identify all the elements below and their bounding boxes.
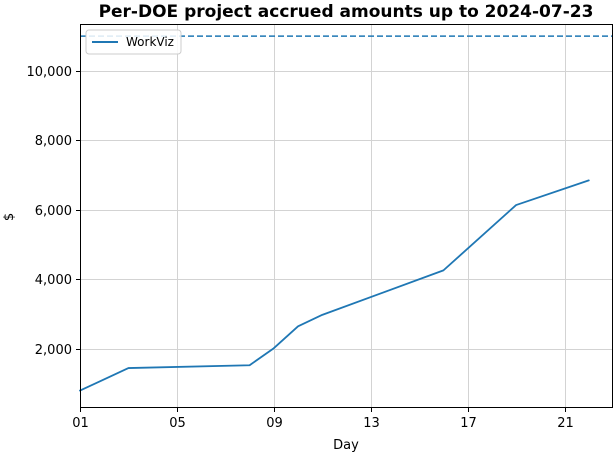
series-layer: [79, 179, 590, 392]
y-tick-label: 4,000: [35, 273, 72, 288]
grid-layer: [80, 24, 613, 408]
x-tick-label: 21: [557, 416, 574, 431]
x-tick-label: 05: [169, 416, 186, 431]
legend-label-workviz: WorkViz: [126, 35, 174, 49]
x-tick-label: 09: [266, 416, 283, 431]
y-tick-label: 10,000: [27, 65, 73, 80]
y-tick-label: 8,000: [35, 134, 72, 149]
x-tick-label: 17: [460, 416, 477, 431]
series-line-workviz: [79, 179, 590, 392]
x-tick-label: 01: [72, 416, 89, 431]
x-axis-title: Day: [333, 438, 359, 453]
chart-title: Per-DOE project accrued amounts up to 20…: [99, 2, 594, 22]
plot-frame: [80, 24, 613, 408]
x-tick-label: 13: [363, 416, 380, 431]
legend-box: [85, 29, 182, 55]
legend: WorkViz: [85, 29, 182, 55]
y-tick-label: 6,000: [35, 204, 72, 219]
y-axis-title: $: [2, 213, 17, 221]
axis-layer: 01 05 09 13 17 21 2,000 4,000 6,000 8,000 10,000: [27, 65, 574, 431]
y-tick-label: 2,000: [35, 343, 72, 358]
